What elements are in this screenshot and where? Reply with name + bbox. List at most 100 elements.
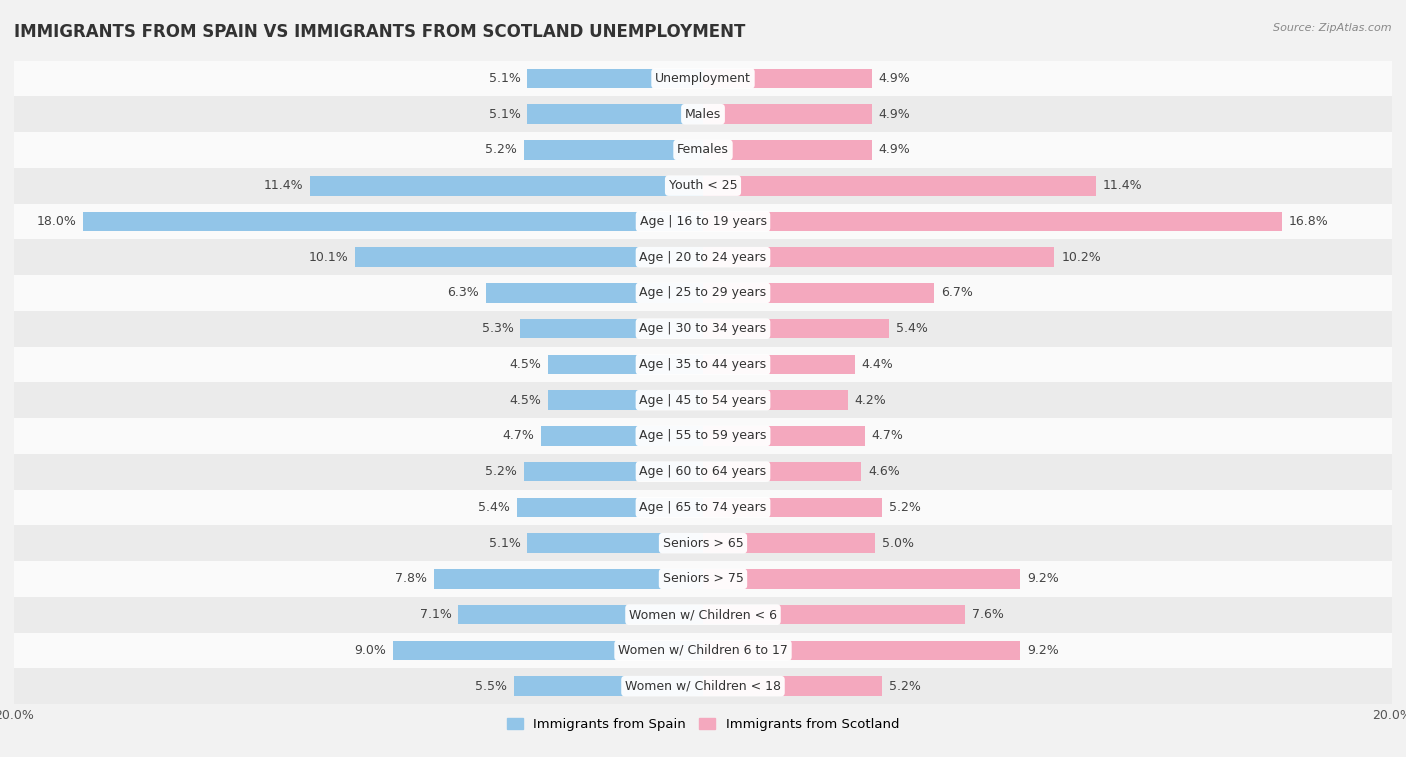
Text: 4.7%: 4.7% (502, 429, 534, 442)
Bar (14, 633, 1392, 668)
Bar (703, 640, 1019, 660)
Text: 5.4%: 5.4% (478, 501, 510, 514)
Text: 9.2%: 9.2% (1026, 644, 1059, 657)
Bar (703, 426, 865, 446)
Bar (14, 525, 1392, 561)
Text: 4.5%: 4.5% (509, 394, 541, 407)
Text: 6.7%: 6.7% (941, 286, 973, 300)
Text: IMMIGRANTS FROM SPAIN VS IMMIGRANTS FROM SCOTLAND UNEMPLOYMENT: IMMIGRANTS FROM SPAIN VS IMMIGRANTS FROM… (14, 23, 745, 41)
Text: 4.9%: 4.9% (879, 107, 911, 120)
Bar (311, 176, 703, 195)
Bar (14, 132, 1392, 168)
Bar (703, 676, 882, 696)
Bar (14, 61, 1392, 96)
Text: Women w/ Children < 18: Women w/ Children < 18 (626, 680, 780, 693)
Bar (14, 204, 1392, 239)
Bar (517, 497, 703, 517)
Bar (14, 239, 1392, 275)
Text: 18.0%: 18.0% (37, 215, 76, 228)
Text: 4.5%: 4.5% (509, 358, 541, 371)
Text: 4.9%: 4.9% (879, 143, 911, 157)
Text: 10.2%: 10.2% (1062, 251, 1101, 263)
Text: Seniors > 65: Seniors > 65 (662, 537, 744, 550)
Text: Youth < 25: Youth < 25 (669, 179, 737, 192)
Legend: Immigrants from Spain, Immigrants from Scotland: Immigrants from Spain, Immigrants from S… (502, 712, 904, 736)
Bar (703, 605, 965, 625)
Bar (703, 462, 862, 481)
Bar (703, 534, 875, 553)
Text: 10.1%: 10.1% (308, 251, 349, 263)
Text: 4.2%: 4.2% (855, 394, 886, 407)
Bar (513, 676, 703, 696)
Text: 5.0%: 5.0% (882, 537, 914, 550)
Bar (524, 462, 703, 481)
Text: Source: ZipAtlas.com: Source: ZipAtlas.com (1274, 23, 1392, 33)
Bar (83, 212, 703, 231)
Bar (434, 569, 703, 589)
Text: Age | 16 to 19 years: Age | 16 to 19 years (640, 215, 766, 228)
Bar (703, 69, 872, 89)
Text: Unemployment: Unemployment (655, 72, 751, 85)
Bar (703, 212, 1282, 231)
Bar (548, 391, 703, 410)
Text: Age | 45 to 54 years: Age | 45 to 54 years (640, 394, 766, 407)
Text: 5.2%: 5.2% (889, 680, 921, 693)
Bar (524, 140, 703, 160)
Bar (541, 426, 703, 446)
Text: Females: Females (678, 143, 728, 157)
Text: 4.7%: 4.7% (872, 429, 904, 442)
Bar (703, 283, 934, 303)
Bar (520, 319, 703, 338)
Text: Age | 65 to 74 years: Age | 65 to 74 years (640, 501, 766, 514)
Bar (14, 96, 1392, 132)
Bar (527, 534, 703, 553)
Text: 4.6%: 4.6% (869, 465, 900, 478)
Bar (703, 104, 872, 124)
Bar (14, 668, 1392, 704)
Bar (14, 382, 1392, 418)
Text: 5.2%: 5.2% (485, 465, 517, 478)
Bar (14, 418, 1392, 453)
Text: 5.2%: 5.2% (485, 143, 517, 157)
Text: Age | 30 to 34 years: Age | 30 to 34 years (640, 322, 766, 335)
Text: 5.1%: 5.1% (488, 72, 520, 85)
Text: Age | 55 to 59 years: Age | 55 to 59 years (640, 429, 766, 442)
Bar (703, 319, 889, 338)
Bar (703, 391, 848, 410)
Bar (486, 283, 703, 303)
Bar (14, 311, 1392, 347)
Text: 5.1%: 5.1% (488, 107, 520, 120)
Text: Age | 60 to 64 years: Age | 60 to 64 years (640, 465, 766, 478)
Bar (392, 640, 703, 660)
Text: 7.1%: 7.1% (419, 608, 451, 621)
Text: 4.9%: 4.9% (879, 72, 911, 85)
Bar (14, 561, 1392, 597)
Text: 5.1%: 5.1% (488, 537, 520, 550)
Bar (527, 69, 703, 89)
Bar (703, 354, 855, 374)
Text: 9.0%: 9.0% (354, 644, 387, 657)
Text: Males: Males (685, 107, 721, 120)
Bar (14, 168, 1392, 204)
Text: Women w/ Children < 6: Women w/ Children < 6 (628, 608, 778, 621)
Text: 6.3%: 6.3% (447, 286, 479, 300)
Text: 5.5%: 5.5% (475, 680, 506, 693)
Text: 11.4%: 11.4% (264, 179, 304, 192)
Text: Age | 35 to 44 years: Age | 35 to 44 years (640, 358, 766, 371)
Text: 4.4%: 4.4% (862, 358, 893, 371)
Bar (703, 248, 1054, 267)
Bar (548, 354, 703, 374)
Bar (458, 605, 703, 625)
Bar (703, 569, 1019, 589)
Text: 7.8%: 7.8% (395, 572, 427, 585)
Text: Seniors > 75: Seniors > 75 (662, 572, 744, 585)
Text: 11.4%: 11.4% (1102, 179, 1142, 192)
Bar (703, 176, 1095, 195)
Bar (14, 453, 1392, 490)
Text: Age | 20 to 24 years: Age | 20 to 24 years (640, 251, 766, 263)
Bar (14, 275, 1392, 311)
Text: 7.6%: 7.6% (972, 608, 1004, 621)
Text: Women w/ Children 6 to 17: Women w/ Children 6 to 17 (619, 644, 787, 657)
Text: 9.2%: 9.2% (1026, 572, 1059, 585)
Bar (356, 248, 703, 267)
